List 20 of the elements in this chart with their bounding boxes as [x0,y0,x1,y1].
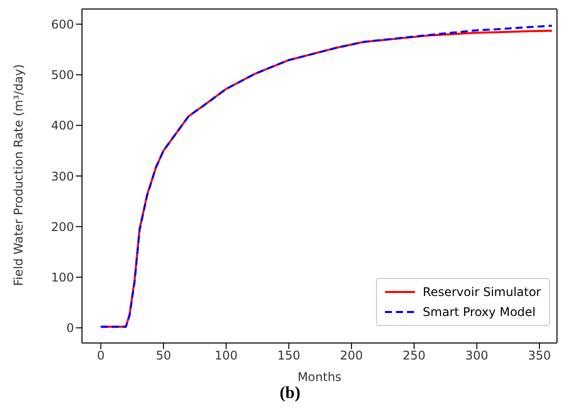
text: (b) [278,383,302,403]
x-axis-title: Months [298,370,342,384]
x-tick-label: 150 [277,348,300,363]
y-tick-label: 0 [66,321,74,336]
y-axis-title: Field Water Production Rate (m³/day) [11,64,26,286]
y-tick-label: 300 [51,169,74,184]
legend-label: Smart Proxy Model [422,305,536,319]
y-tick-label: 600 [51,17,74,32]
x-tick-label: 0 [96,348,105,363]
legend-label: Reservoir Simulator [422,285,541,299]
y-tick-label: 500 [51,68,74,82]
x-tick-label: 350 [528,348,551,363]
x-tick-label: 100 [214,348,238,363]
y-tick-label: 100 [51,270,74,284]
x-tick-label: 200 [340,348,363,363]
x-tick-label: 50 [156,348,172,363]
x-tick-label: 250 [402,348,426,363]
y-tick-label: 200 [51,220,74,234]
y-tick-label: 400 [51,118,74,133]
x-tick-label: 300 [465,348,488,363]
